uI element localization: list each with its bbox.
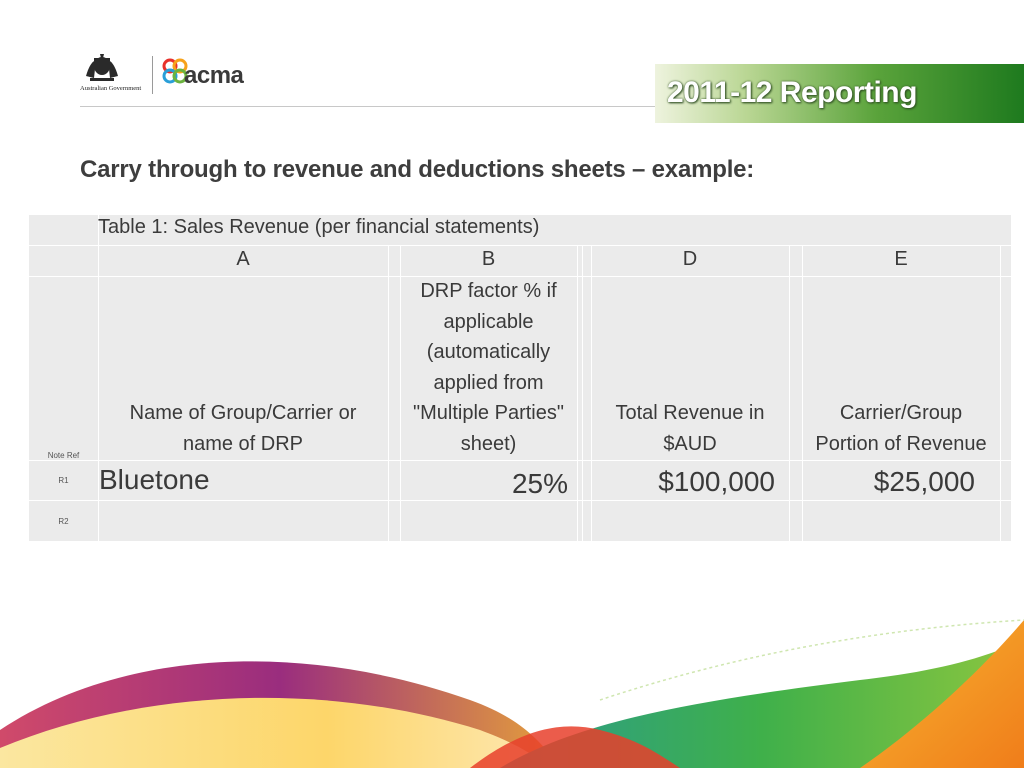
acma-rings-icon: [162, 58, 188, 84]
row-divider: [29, 276, 1011, 277]
column-divider: [802, 246, 803, 541]
column-header-d-text: Total Revenue in $AUD: [615, 402, 765, 455]
column-divider: [388, 246, 389, 541]
column-header-b-text: DRP factor % if applicable (automaticall…: [413, 280, 564, 455]
column-header-e-text: Carrier/Group Portion of Revenue: [815, 402, 987, 455]
column-header-d: Total Revenue in $AUD: [592, 278, 788, 459]
column-divider: [591, 246, 592, 541]
column-header-e: Carrier/Group Portion of Revenue: [813, 278, 989, 459]
decorative-swoosh: [0, 619, 1024, 768]
r1-portion-cell[interactable]: $25,000: [873, 466, 975, 497]
table-caption: Table 1: Sales Revenue (per financial st…: [98, 216, 540, 238]
note-ref-label: Note Ref: [47, 451, 80, 460]
header-rule: [80, 106, 656, 107]
r1-total-revenue-cell[interactable]: $100,000: [658, 466, 775, 497]
column-divider: [789, 246, 790, 541]
row-divider: [29, 500, 1011, 501]
column-header-a-text: Name of Group/Carrier or name of DRP: [129, 402, 357, 455]
row-divider: [29, 460, 1011, 461]
banner-title: 2011-12 Reporting: [667, 76, 917, 109]
r1-name-cell[interactable]: Bluetone: [99, 464, 210, 495]
column-letter-a: A: [236, 248, 250, 270]
column-divider: [1000, 246, 1001, 541]
sales-revenue-table: [29, 215, 1011, 541]
column-header-b: DRP factor % if applicable (automaticall…: [398, 278, 579, 459]
row-ref-r1: R1: [58, 476, 69, 485]
column-letter-d: D: [682, 248, 698, 270]
r1-drp-factor-cell[interactable]: 25%: [511, 468, 568, 499]
page-heading: Carry through to revenue and deductions …: [80, 156, 755, 183]
coat-of-arms-icon: [86, 54, 118, 81]
column-letter-e: E: [894, 248, 908, 270]
column-letter-b: B: [481, 248, 496, 270]
logo-divider: [152, 56, 153, 94]
government-label: Australian Government: [80, 85, 142, 92]
column-divider: [400, 246, 401, 541]
column-divider: [582, 246, 583, 541]
reporting-banner: 2011-12 Reporting: [655, 64, 1024, 123]
column-divider: [577, 246, 578, 541]
column-header-a: Name of Group/Carrier or name of DRP: [103, 278, 383, 459]
acma-logo: acma: [162, 56, 262, 96]
column-divider: [98, 215, 99, 541]
row-ref-r2: R2: [58, 517, 69, 526]
row-divider: [29, 245, 1011, 246]
acma-wordmark: acma: [184, 62, 244, 89]
